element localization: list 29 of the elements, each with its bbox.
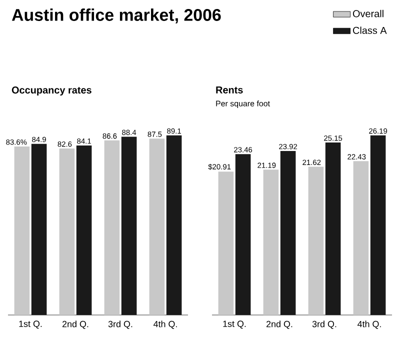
- chart-title: Rents: [216, 86, 243, 94]
- chart-title: Austin office market, 2006: [12, 8, 221, 24]
- bar: [104, 140, 120, 315]
- chart-subtitle: Occupancy rates: [12, 86, 92, 96]
- bar: [325, 142, 341, 315]
- x-tick-label: 2nd Q.: [62, 320, 88, 329]
- bar: [263, 170, 279, 315]
- bar: [149, 138, 165, 315]
- x-tick-label: 3rd Q.: [312, 320, 336, 329]
- bar: [14, 146, 30, 315]
- x-tick-label: 1st Q.: [223, 320, 246, 329]
- legend-label: Overall: [352, 10, 384, 18]
- bar: [235, 154, 251, 315]
- bar: [370, 135, 386, 315]
- x-tick-label: 4th Q.: [153, 320, 177, 329]
- x-tick-label: 1st Q.: [19, 320, 42, 329]
- bar: [76, 145, 92, 315]
- x-tick-label: 2nd Q.: [266, 320, 292, 329]
- bar: [31, 144, 47, 315]
- x-tick-label: 3rd Q.: [108, 320, 132, 329]
- bar: [59, 148, 75, 315]
- bar: [218, 172, 234, 315]
- legend-label: Class A: [352, 26, 387, 34]
- bar: [353, 161, 369, 315]
- bar: [280, 150, 296, 315]
- bar: [166, 135, 182, 315]
- x-tick-label: 4th Q.: [357, 320, 381, 329]
- bar: [308, 166, 324, 315]
- bar: [121, 136, 137, 315]
